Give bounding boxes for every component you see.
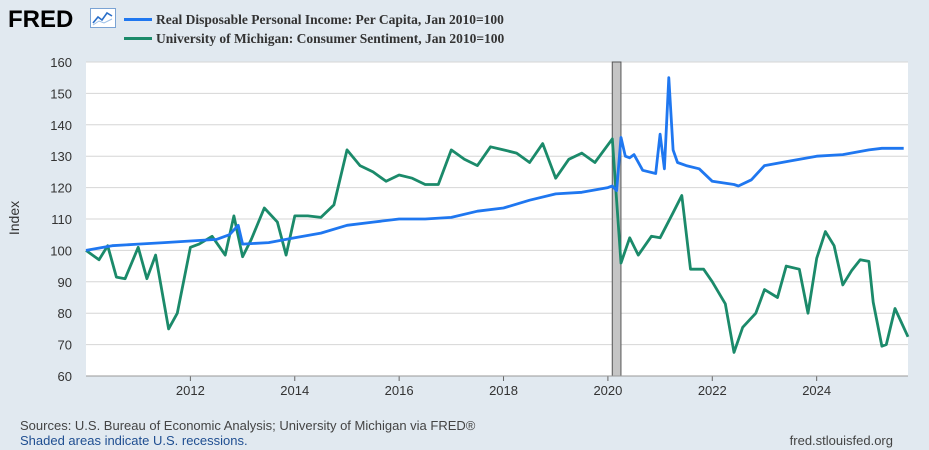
legend-swatch-income	[124, 18, 152, 21]
series-lines	[85, 76, 910, 354]
chart-header: FRED Real Disposable Personal Income: Pe…	[0, 0, 929, 52]
y-tick-110: 110	[51, 212, 72, 227]
y-tick-130: 130	[50, 149, 72, 164]
y-axis-label: Index	[6, 200, 22, 236]
fred-logo[interactable]: FRED	[8, 6, 74, 33]
legend-label-sentiment: University of Michigan: Consumer Sentime…	[156, 30, 505, 46]
y-tick-60: 60	[58, 369, 72, 384]
y-tick-140: 140	[50, 118, 72, 133]
recession-note[interactable]: Shaded areas indicate U.S. recessions.	[20, 433, 248, 448]
y-tick-160: 160	[50, 55, 72, 70]
series-line-income[interactable]	[85, 76, 904, 252]
y-tick-70: 70	[58, 338, 72, 353]
legend-item-income[interactable]: Real Disposable Personal Income: Per Cap…	[124, 10, 504, 29]
chart-line-icon	[90, 8, 116, 28]
x-tick-2022: 2022	[698, 383, 727, 398]
legend-label-income: Real Disposable Personal Income: Per Cap…	[156, 11, 504, 27]
x-tick-2020: 2020	[593, 383, 622, 398]
y-tick-150: 150	[50, 86, 72, 101]
gridlines	[86, 61, 908, 377]
y-tick-80: 80	[58, 306, 72, 321]
legend-swatch-sentiment	[124, 37, 152, 40]
y-tick-90: 90	[58, 275, 72, 290]
y-tick-120: 120	[50, 181, 72, 196]
x-tick-2016: 2016	[385, 383, 414, 398]
legend-item-sentiment[interactable]: University of Michigan: Consumer Sentime…	[124, 29, 504, 48]
x-tick-2024: 2024	[802, 383, 831, 398]
series-line-sentiment[interactable]	[85, 137, 910, 354]
x-tick-2014: 2014	[280, 383, 309, 398]
y-tick-100: 100	[50, 243, 72, 258]
x-tick-2018: 2018	[489, 383, 518, 398]
x-axis: 2012 2014 2016 2018 2020 2022 2024	[86, 375, 908, 398]
x-tick-2012: 2012	[176, 383, 205, 398]
chart-legend: Real Disposable Personal Income: Per Cap…	[124, 10, 504, 48]
source-note: Sources: U.S. Bureau of Economic Analysi…	[20, 418, 476, 433]
y-axis: 60 70 80 90 100 110 120 130 140 150 160	[50, 55, 72, 384]
site-link[interactable]: fred.stlouisfed.org	[789, 433, 893, 448]
